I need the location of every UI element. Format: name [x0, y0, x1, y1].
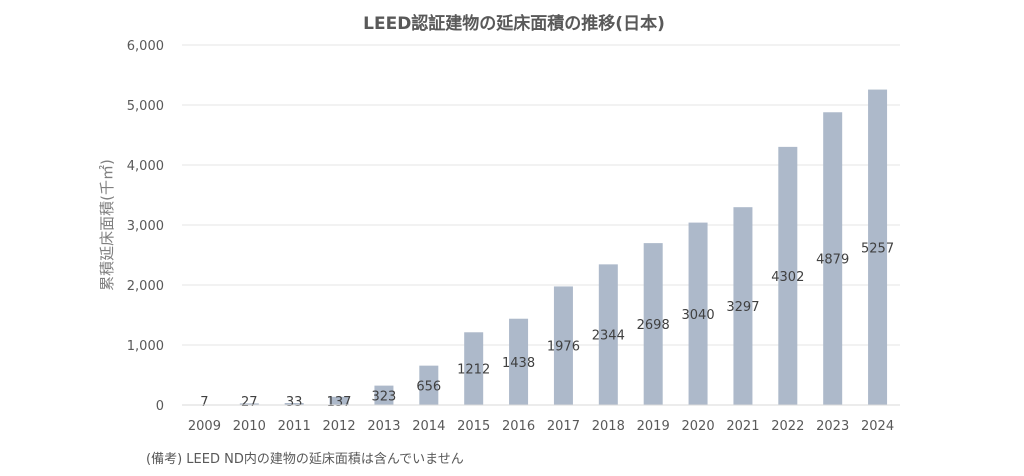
data-label: 4302 [771, 270, 804, 285]
bar [553, 286, 573, 405]
bar [374, 385, 394, 405]
bar [643, 243, 663, 405]
bar [868, 89, 888, 405]
bar [419, 365, 439, 405]
x-tick-label: 2022 [771, 419, 804, 434]
x-tick-label: 2017 [547, 419, 580, 434]
y-axis-label: 累積延床面積(千㎡) [98, 159, 116, 291]
x-tick-label: 2018 [592, 419, 625, 434]
x-tick-label: 2012 [323, 419, 356, 434]
bar [329, 396, 349, 405]
x-tick-label: 2011 [278, 419, 311, 434]
x-tick-label: 2010 [233, 419, 266, 434]
x-tick-label: 2019 [637, 419, 670, 434]
y-axis-ticks: 0 1,000 2,000 3,000 4,000 5,000 6,000 [127, 39, 164, 414]
y-tick-label: 1,000 [127, 339, 164, 354]
data-label: 3040 [682, 308, 715, 323]
x-tick-label: 2016 [502, 419, 535, 434]
data-label: 27 [241, 395, 258, 410]
x-axis-ticks: 2009 2010 2011 2012 2013 2014 2015 2016 2017 2018… [188, 419, 894, 434]
data-label: 3297 [726, 300, 759, 315]
data-label: 656 [416, 379, 441, 394]
chart-title: LEED認証建物の延床面積の推移(日本) [363, 13, 665, 34]
data-label: 2698 [637, 318, 670, 333]
data-label: 1976 [547, 340, 580, 355]
data-label: 1438 [502, 356, 535, 371]
data-label: 1212 [457, 363, 490, 378]
x-tick-label: 2023 [816, 419, 849, 434]
x-tick-label: 2014 [412, 419, 445, 434]
x-tick-label: 2009 [188, 419, 221, 434]
data-label: 323 [372, 389, 397, 404]
data-label: 4879 [816, 253, 849, 268]
bars [194, 89, 888, 405]
data-labels: 7 27 33 137 323 656 1212 1438 1976 2344 2698 3040 32… [200, 241, 894, 410]
data-label: 5257 [861, 241, 894, 256]
bar [509, 318, 529, 405]
bar [239, 403, 259, 405]
x-tick-label: 2024 [861, 419, 894, 434]
x-tick-label: 2021 [726, 419, 759, 434]
data-label: 137 [327, 395, 352, 410]
bar [284, 403, 304, 405]
y-tick-label: 6,000 [127, 39, 164, 54]
y-tick-label: 5,000 [127, 99, 164, 114]
x-tick-label: 2020 [682, 419, 715, 434]
bar [464, 332, 484, 405]
data-label: 33 [286, 395, 303, 410]
data-label: 2344 [592, 329, 625, 344]
bar [598, 264, 618, 405]
y-tick-label: 2,000 [127, 279, 164, 294]
bar [733, 207, 753, 405]
x-tick-label: 2013 [367, 419, 400, 434]
data-label: 7 [200, 395, 208, 410]
y-tick-label: 3,000 [127, 219, 164, 234]
bar [778, 146, 798, 405]
bar [688, 222, 708, 405]
footnote: (備考) LEED ND内の建物の延床面積は含んでいません [146, 452, 464, 467]
x-tick-label: 2015 [457, 419, 490, 434]
y-tick-label: 0 [156, 399, 164, 414]
y-tick-label: 4,000 [127, 159, 164, 174]
bar [823, 112, 843, 405]
